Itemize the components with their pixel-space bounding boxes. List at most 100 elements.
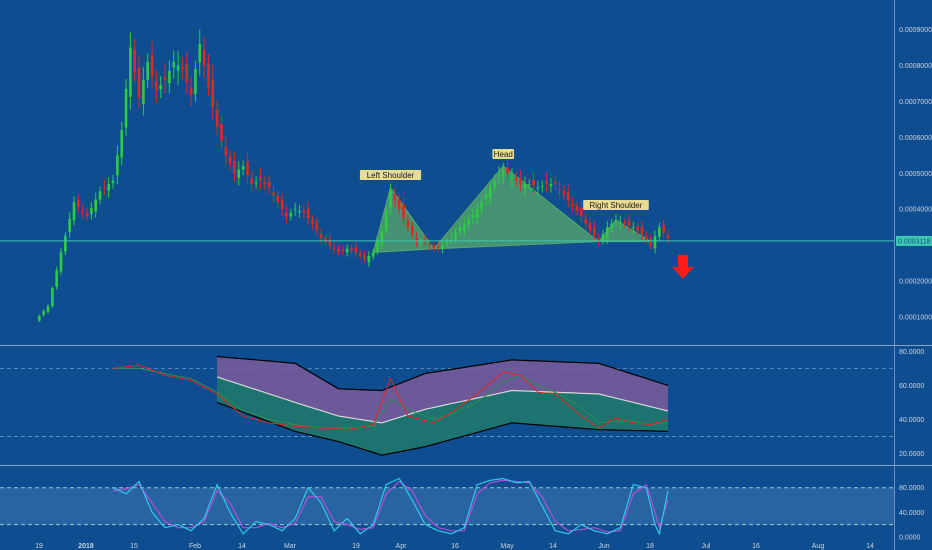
candle-body [272, 192, 275, 195]
candle-body [263, 182, 267, 185]
candle-body [259, 177, 262, 181]
candle-body [293, 209, 297, 211]
candle-body [224, 147, 228, 156]
x-tick-label: 14 [238, 543, 246, 550]
candle-body [562, 190, 566, 195]
y-tick-label: 0.0005000 [899, 171, 932, 178]
candle-body [380, 230, 384, 245]
x-tick-label: Aug [812, 543, 825, 550]
band-lower-line [216, 401, 669, 456]
y-tick-label: 0.0006000 [899, 135, 932, 142]
band-mid-line [216, 376, 669, 424]
rsi-line [112, 364, 669, 431]
y-tick-label: 40.0000 [899, 417, 924, 424]
candle-body [107, 184, 111, 191]
candle-body [592, 227, 596, 237]
y-tick-label: 0.0001000 [899, 315, 932, 322]
candle-body [415, 237, 418, 242]
x-tick-label: 19 [352, 543, 360, 550]
pattern-label: Head [494, 150, 513, 159]
candle-body [185, 63, 189, 82]
stochastic-panel [0, 477, 894, 536]
candle-body [553, 182, 557, 185]
y-tick-label: 0.0000 [899, 534, 921, 541]
candle-body [462, 223, 466, 231]
candle-body [168, 70, 171, 84]
candle-body [59, 252, 63, 272]
candle-body [449, 237, 453, 239]
candle-body [623, 221, 626, 224]
y-tick-label: 80.0000 [899, 485, 924, 492]
candle-body [181, 67, 184, 70]
x-tick-label: Mar [284, 543, 297, 550]
candle-body [328, 239, 332, 246]
candle-body [436, 246, 440, 248]
candle-body [150, 54, 154, 77]
candle-body [614, 220, 618, 222]
candle-body [345, 248, 349, 253]
candle-body [662, 224, 665, 233]
candle-body [250, 178, 254, 185]
candle-body [137, 67, 141, 98]
candle-body [124, 88, 128, 128]
last-price-label: 0.0003118 [898, 238, 931, 245]
stoch-k-line [112, 477, 669, 536]
candle-body [289, 212, 293, 217]
candle-body [94, 199, 97, 212]
candle-body [176, 65, 180, 71]
candle-body [410, 225, 414, 235]
candle-body [393, 194, 397, 201]
candle-body [367, 255, 371, 263]
candle-body [645, 235, 648, 240]
candle-body [155, 81, 158, 91]
candle-body [72, 202, 76, 221]
stoch-d-line [112, 479, 669, 533]
candle-body [488, 187, 492, 198]
candle-body [237, 169, 241, 178]
band-lower-fill [217, 376, 668, 456]
y-tick-label: 0.0009000 [899, 27, 932, 34]
candle-body [545, 180, 548, 185]
candle-body [371, 252, 375, 257]
x-tick-label: 18 [646, 543, 654, 550]
candle-body [111, 180, 115, 184]
candle-body [241, 166, 245, 170]
candle-body [233, 160, 236, 174]
candle-body [42, 311, 45, 316]
x-tick-label: 16 [451, 543, 459, 550]
x-tick-label: 19 [35, 543, 43, 550]
y-tick-label: 0.0008000 [899, 63, 932, 70]
candle-body [298, 211, 301, 213]
candle-body [302, 210, 306, 213]
candle-body [376, 241, 379, 251]
candle-body [64, 235, 67, 252]
x-tick-label: 16 [752, 543, 760, 550]
candle-body [146, 61, 150, 80]
candle-body [610, 223, 613, 228]
candle-body [215, 109, 219, 127]
candle-body [636, 226, 639, 231]
x-tick-label: Apr [396, 543, 408, 550]
pattern-label: Left Shoulder [367, 171, 415, 180]
candle-body [189, 88, 193, 95]
x-tick-label: 14 [549, 543, 557, 550]
candle-body [120, 130, 124, 158]
candle-body [85, 212, 89, 217]
candle-body [133, 49, 137, 73]
band-upper-line [217, 355, 669, 392]
candle-body [432, 245, 436, 249]
candle-body [332, 247, 336, 249]
candle-body [566, 192, 570, 201]
candle-body [649, 238, 652, 246]
candle-body [454, 232, 457, 240]
candle-body [441, 245, 444, 249]
candle-body [519, 177, 522, 185]
candle-body [579, 207, 583, 217]
candle-body [640, 227, 644, 235]
rsi-bollinger-panel [0, 355, 894, 456]
y-tick-label: 0.0004000 [899, 207, 932, 214]
candle-body [341, 249, 345, 251]
candle-body [319, 234, 323, 238]
candle-body [228, 156, 232, 165]
